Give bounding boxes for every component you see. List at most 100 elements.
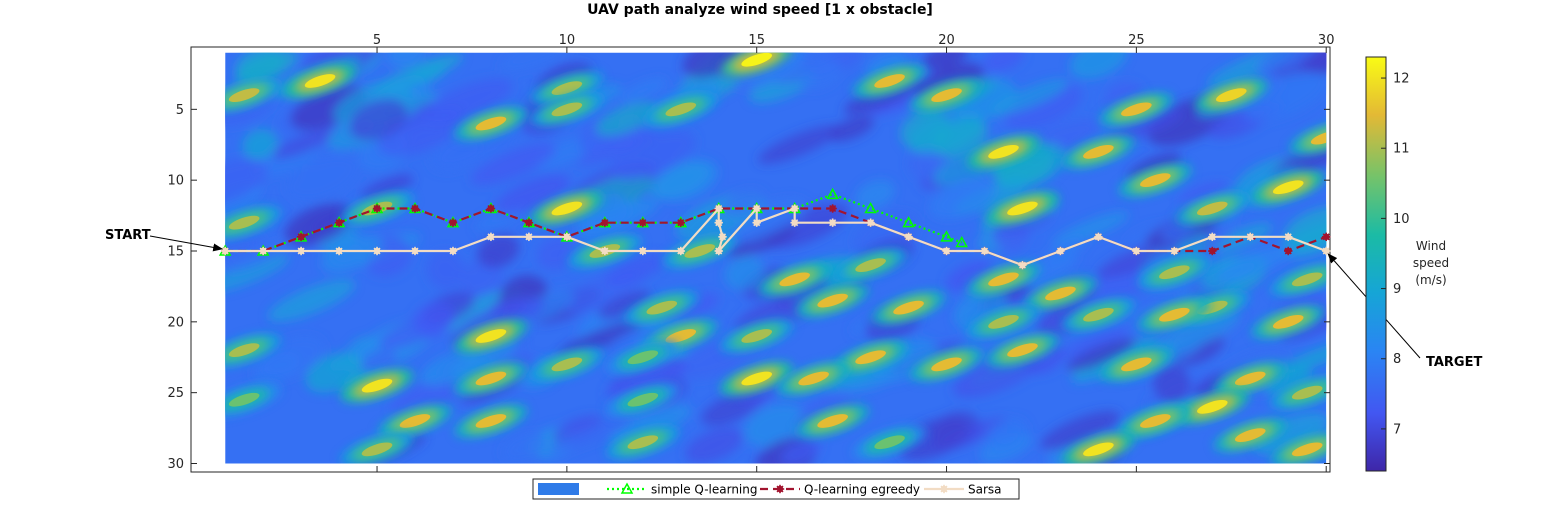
heatmap-cell (609, 130, 696, 181)
heatmap-cell (1256, 52, 1321, 73)
colorbar-tick-label: 9 (1393, 282, 1401, 297)
series-point (904, 232, 913, 242)
heatmap-cell (235, 52, 299, 85)
series-point (296, 246, 306, 256)
series-point (790, 204, 799, 213)
heatmap-cell (286, 155, 359, 202)
heatmap-cell (798, 58, 842, 90)
heatmap-cell (1069, 52, 1128, 80)
heatmap-cell (1040, 410, 1120, 450)
series-point (486, 204, 496, 213)
heatmap-cell (1276, 342, 1327, 376)
heatmap-cell (620, 77, 668, 102)
heatmap-cell (923, 52, 968, 70)
series-point (1094, 232, 1103, 242)
heatmap-cell (386, 52, 427, 68)
heatmap-cell (986, 418, 1028, 449)
wind-hotspot (454, 404, 528, 438)
heatmap-cell (459, 259, 504, 296)
series-point (1208, 246, 1217, 256)
series-point (826, 187, 839, 200)
heatmap-cell (252, 351, 301, 385)
heatmap-cell (609, 324, 663, 353)
series-point (718, 232, 727, 242)
series-point (524, 232, 534, 242)
heatmap-cell (1062, 327, 1129, 360)
wind-hotspot (986, 192, 1059, 225)
heatmap-cell (405, 62, 447, 86)
heatmap-cell (377, 106, 465, 157)
series-point (258, 246, 268, 256)
series-point (638, 218, 648, 227)
y-tick-label: 25 (167, 386, 184, 401)
colorbar-tick-label: 10 (1393, 212, 1410, 227)
legend-marker-1 (775, 484, 785, 494)
wind-speed-heatmap (225, 52, 1327, 464)
heatmap-cell (1265, 366, 1313, 396)
series-point (714, 218, 723, 227)
heatmap-cell (268, 279, 356, 322)
heatmap-cell (333, 78, 413, 125)
wind-hotspot (225, 206, 281, 240)
colorbar-tick-label: 7 (1393, 422, 1401, 437)
colorbar-tick-label: 12 (1393, 72, 1410, 87)
start-annotation-label: START (105, 228, 151, 243)
target-annotation-label: TARGET (1426, 355, 1482, 370)
series-point (902, 216, 915, 228)
colorbar: 7 8 9 10 11 12 Wind speed (m/s) (1365, 56, 1449, 472)
wind-hotspot (225, 333, 281, 367)
heatmap-cell (598, 291, 652, 320)
series-point (940, 230, 953, 242)
heatmap-cell (552, 415, 602, 443)
colorbar-ticks: 7 8 9 10 11 12 (1381, 72, 1410, 437)
wind-hotspot (625, 291, 699, 325)
series-point (866, 218, 875, 227)
y-tick-label: 20 (167, 315, 184, 330)
heatmap-cell (829, 115, 875, 142)
heatmap-cell (1004, 83, 1082, 130)
wind-hotspot (1270, 432, 1327, 464)
wind-hotspot (1100, 92, 1173, 126)
legend-label-2: Sarsa (968, 483, 1002, 497)
wind-hotspot (834, 248, 907, 282)
heatmap-cell (548, 415, 635, 454)
heatmap-cell (605, 359, 690, 399)
heatmap-cell (932, 119, 988, 157)
x-tick-label: 5 (373, 33, 381, 48)
y-tick-label: 5 (176, 103, 184, 118)
series-point (1322, 246, 1331, 256)
wind-hotspot (1119, 404, 1192, 438)
wind-hotspot (378, 404, 452, 438)
legend-label-0: simple Q-learning (651, 483, 758, 497)
wind-hotspot (340, 432, 414, 464)
y-tick-label: 10 (167, 174, 184, 189)
series-point (790, 218, 799, 227)
heatmap-cell (390, 377, 464, 418)
wind-hotspot (283, 64, 357, 98)
series-point (864, 201, 877, 214)
series-point (955, 235, 968, 248)
colorbar-bar (1365, 56, 1387, 472)
x-tick-label: 25 (1128, 33, 1145, 48)
wind-hotspot (967, 135, 1040, 169)
wind-hotspot (1213, 362, 1287, 395)
heatmap-cell (470, 143, 556, 185)
wind-hotspot (834, 340, 907, 374)
heatmap-cell (477, 234, 520, 268)
heatmap-cell (430, 136, 482, 172)
wind-hotspot (1119, 163, 1192, 197)
heatmap-cell (855, 179, 895, 210)
series-point (752, 218, 761, 227)
heatmap-cell (1242, 70, 1327, 121)
heatmap-cell (655, 159, 719, 202)
heatmap-cell (494, 174, 570, 215)
wind-hotspot (910, 347, 983, 381)
series-point (600, 218, 610, 227)
heatmap-cell (242, 128, 278, 160)
wind-hotspot (1062, 432, 1135, 464)
heatmap-cell (595, 101, 658, 136)
series-point (372, 246, 382, 256)
wind-hotspot (967, 262, 1040, 296)
wind-hotspot (720, 362, 794, 395)
wind-hotspot (1100, 347, 1173, 381)
